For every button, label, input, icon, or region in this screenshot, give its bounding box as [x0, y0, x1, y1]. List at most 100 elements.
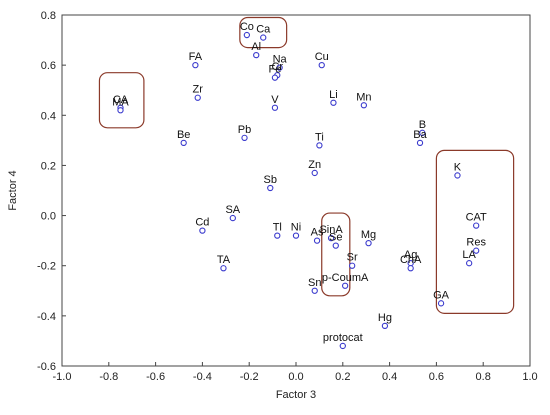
- point-label: Li: [329, 89, 338, 101]
- point-label: LA: [462, 249, 476, 261]
- data-point: [327, 234, 335, 242]
- y-tick-label: 0.0: [41, 211, 56, 223]
- point-label: SA: [225, 204, 240, 216]
- data-point: [271, 74, 279, 81]
- point-label: Al: [251, 41, 261, 53]
- data-point: [454, 172, 461, 179]
- data-point: [253, 51, 260, 59]
- point-label: Se: [329, 232, 342, 244]
- point-label: Ti: [315, 131, 324, 143]
- data-point: [292, 232, 300, 239]
- point-label: Zr: [193, 84, 204, 96]
- data-point: [407, 265, 414, 272]
- highlight-box: [98, 72, 145, 129]
- data-point: [466, 260, 473, 267]
- y-tick-label: 0.2: [41, 160, 56, 172]
- x-tick-label: 1.0: [522, 371, 537, 383]
- point-label: K: [454, 161, 462, 173]
- point-label: p-CoumA: [322, 272, 369, 284]
- data-point: [473, 222, 480, 229]
- point-label: Sn: [308, 277, 321, 289]
- data-point: [360, 102, 368, 109]
- point-label: Cd: [195, 217, 209, 229]
- data-point: [276, 64, 283, 71]
- data-point: [271, 104, 279, 111]
- point-label: TA: [217, 254, 231, 266]
- data-point: [419, 129, 426, 136]
- data-point: [194, 94, 201, 101]
- point-label: Res: [466, 237, 486, 249]
- point-label: GA: [433, 289, 450, 301]
- y-tick-label: -0.2: [37, 261, 56, 273]
- point-label: SinA: [319, 224, 343, 236]
- point-label: CA: [113, 94, 129, 106]
- point-label: Ca: [256, 24, 271, 36]
- point-label: B: [419, 119, 426, 131]
- data-point: [274, 232, 281, 239]
- point-label: Zn: [308, 159, 321, 171]
- x-tick-label: -0.6: [146, 371, 165, 383]
- data-point: [437, 300, 445, 307]
- data-point: [318, 61, 325, 69]
- point-label: Mn: [356, 91, 371, 103]
- data-point: [260, 34, 267, 41]
- data-point: [416, 139, 424, 147]
- data-point: [199, 227, 206, 234]
- data-point: [365, 239, 372, 247]
- point-label: As: [311, 227, 324, 239]
- data-point: [473, 247, 480, 254]
- x-axis-label: Factor 3: [276, 389, 316, 401]
- x-tick-label: -0.2: [240, 371, 259, 383]
- x-tick-label: 0.6: [429, 371, 444, 383]
- point-label: Be: [177, 129, 190, 141]
- y-tick-label: 0.4: [41, 110, 56, 122]
- data-point: [349, 262, 356, 269]
- point-label: ChA: [400, 254, 422, 266]
- point-label: Ba: [413, 129, 427, 141]
- point-label: Ag: [404, 249, 417, 261]
- point-label: Cr: [271, 61, 283, 73]
- x-tick-label: 0.4: [382, 371, 397, 383]
- x-axis-ticks: -1.0 -0.8 -0.6 -0.4 -0.2 0.0 0.2 0.4 0.6 0.8 1.0: [53, 362, 538, 383]
- point-label: Pb: [238, 124, 251, 136]
- point-label: Mg: [361, 229, 376, 241]
- y-tick-label: -0.6: [37, 361, 56, 373]
- data-point: [332, 242, 339, 249]
- data-point: [180, 139, 187, 147]
- data-point: [229, 214, 236, 222]
- x-tick-label: 0.8: [476, 371, 491, 383]
- point-label: FA: [189, 51, 203, 63]
- point-label: Sb: [264, 174, 277, 186]
- data-point: [381, 322, 389, 330]
- x-tick-label: 0.2: [335, 371, 350, 383]
- data-point: [117, 107, 124, 114]
- y-tick-label: -0.4: [37, 311, 56, 323]
- highlight-box: [321, 212, 351, 297]
- data-point: [267, 184, 274, 192]
- data-point: [311, 169, 318, 177]
- data-point: [241, 134, 248, 141]
- y-tick-label: 0.6: [41, 60, 56, 72]
- y-axis-label: Factor 4: [7, 170, 19, 210]
- point-label: Fe: [269, 64, 282, 76]
- point-label: Hg: [378, 312, 392, 324]
- highlight-box: [435, 149, 515, 314]
- point-label: Co: [240, 21, 254, 33]
- data-point: [220, 265, 227, 272]
- data-point: [243, 31, 251, 39]
- data-point: [330, 99, 337, 106]
- y-axis-ticks: -0.6 -0.4 -0.2 0.0 0.2 0.4 0.6 0.8: [37, 10, 66, 373]
- x-tick-label: -0.8: [99, 371, 118, 383]
- data-point: [339, 342, 346, 350]
- data-point: [192, 61, 199, 69]
- data-point: [316, 142, 323, 149]
- highlight-box: [239, 16, 288, 49]
- point-label: Tl: [273, 222, 282, 234]
- x-tick-label: -1.0: [53, 371, 72, 383]
- point-label: Ni: [291, 222, 301, 234]
- point-label: V: [271, 94, 279, 106]
- x-tick-label: 0.0: [288, 371, 303, 383]
- point-label: Sr: [347, 252, 358, 264]
